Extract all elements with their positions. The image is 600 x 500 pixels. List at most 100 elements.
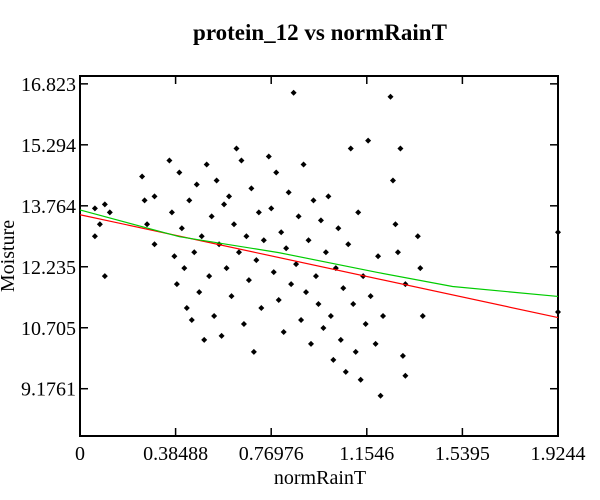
scatter-point bbox=[372, 340, 379, 347]
scatter-point bbox=[399, 352, 406, 359]
scatter-point bbox=[243, 233, 250, 240]
scatter-point bbox=[248, 185, 255, 192]
scatter-point bbox=[389, 177, 396, 184]
scatter-point bbox=[198, 233, 205, 240]
x-tick-label: 0.76976 bbox=[239, 443, 304, 465]
scatter-point bbox=[171, 253, 178, 260]
scatter-point bbox=[183, 305, 190, 312]
scatter-point bbox=[293, 261, 300, 268]
scatter-point bbox=[365, 137, 372, 144]
scatter-point bbox=[245, 277, 252, 284]
scatter-point bbox=[288, 281, 295, 288]
scatter-point bbox=[223, 265, 230, 272]
scatter-point bbox=[317, 217, 324, 224]
scatter-point bbox=[231, 221, 238, 228]
scatter-point bbox=[330, 356, 337, 363]
x-tick-label: 1.5395 bbox=[435, 443, 490, 465]
scatter-point bbox=[394, 249, 401, 256]
y-tick-label: 16.823 bbox=[21, 74, 76, 96]
scatter-point bbox=[96, 221, 103, 228]
scatter-point bbox=[357, 376, 364, 383]
scatter-point bbox=[283, 245, 290, 252]
scatter-point bbox=[285, 189, 292, 196]
y-tick-label: 9.1761 bbox=[21, 379, 76, 401]
scatter-point bbox=[335, 225, 342, 232]
scatter-point bbox=[196, 289, 203, 296]
scatter-point bbox=[310, 197, 317, 204]
scatter-point bbox=[402, 372, 409, 379]
scatter-point bbox=[144, 221, 151, 228]
scatter-point bbox=[355, 209, 362, 216]
plot-frame bbox=[79, 75, 559, 437]
scatter-point bbox=[221, 201, 228, 208]
scatter-point bbox=[337, 336, 344, 343]
scatter-point bbox=[253, 257, 260, 264]
scatter-point bbox=[555, 309, 561, 316]
scatter-point bbox=[228, 293, 235, 300]
y-tick-label: 12.235 bbox=[21, 257, 76, 279]
scatter-point bbox=[235, 249, 242, 256]
scatter-point bbox=[265, 153, 272, 160]
scatter-point bbox=[260, 237, 267, 244]
scatter-point bbox=[300, 161, 307, 168]
scatter-point bbox=[191, 249, 198, 256]
fit-line bbox=[79, 209, 559, 298]
scatter-point bbox=[173, 281, 180, 288]
scatter-point bbox=[233, 145, 240, 152]
scatter-point bbox=[211, 313, 218, 319]
scatter-point bbox=[290, 89, 297, 96]
scatter-point bbox=[139, 173, 146, 180]
scatter-point bbox=[141, 197, 148, 204]
scatter-point bbox=[186, 197, 193, 204]
y-tick-label: 13.764 bbox=[21, 196, 76, 218]
scatter-point bbox=[380, 313, 387, 319]
scatter-point bbox=[414, 233, 421, 240]
scatter-point bbox=[278, 229, 285, 236]
y-tick-label: 15.294 bbox=[21, 135, 76, 157]
scatter-point bbox=[238, 157, 245, 164]
x-tick-label: 0 bbox=[75, 443, 85, 465]
scatter-point bbox=[176, 169, 183, 176]
scatter-point bbox=[295, 213, 302, 220]
scatter-point bbox=[240, 320, 247, 327]
scatter-point bbox=[151, 193, 158, 200]
scatter-point bbox=[392, 221, 399, 228]
scatter-point bbox=[308, 340, 315, 347]
scatter-point bbox=[193, 181, 200, 188]
scatter-point bbox=[387, 93, 394, 100]
scatter-point bbox=[178, 225, 185, 232]
y-axis-label: Moisture bbox=[0, 220, 19, 292]
scatter-point bbox=[347, 145, 354, 152]
scatter-point bbox=[322, 249, 329, 256]
scatter-point bbox=[298, 316, 305, 323]
scatter-point bbox=[166, 157, 173, 164]
scatter-point bbox=[555, 229, 561, 236]
scatter-point bbox=[320, 324, 327, 331]
scatter-point bbox=[340, 285, 347, 292]
scatter-point bbox=[327, 313, 334, 319]
scatter-point bbox=[280, 328, 287, 335]
scatter-point bbox=[226, 193, 233, 200]
scatter-point bbox=[350, 301, 357, 308]
scatter-point bbox=[218, 332, 225, 339]
scatter-point bbox=[168, 209, 175, 216]
scatter-point bbox=[188, 316, 195, 323]
x-axis-label: normRainT bbox=[274, 467, 366, 489]
scatter-point bbox=[273, 169, 280, 176]
y-tick-label: 10.705 bbox=[21, 318, 76, 340]
scatter-point bbox=[208, 213, 215, 220]
scatter-point bbox=[315, 301, 322, 308]
chart-title: protein_12 vs normRainT bbox=[193, 20, 447, 45]
scatter-point bbox=[206, 273, 213, 280]
scatter-point bbox=[151, 241, 158, 248]
scatter-point bbox=[250, 348, 257, 355]
scatter-point bbox=[203, 161, 210, 168]
x-tick-label: 1.9244 bbox=[531, 443, 586, 465]
scatter-point bbox=[342, 368, 349, 375]
scatter-point bbox=[325, 193, 332, 200]
x-tick-label: 1.1546 bbox=[339, 443, 394, 465]
scatter-point bbox=[375, 253, 382, 260]
scatter-point bbox=[362, 320, 369, 327]
